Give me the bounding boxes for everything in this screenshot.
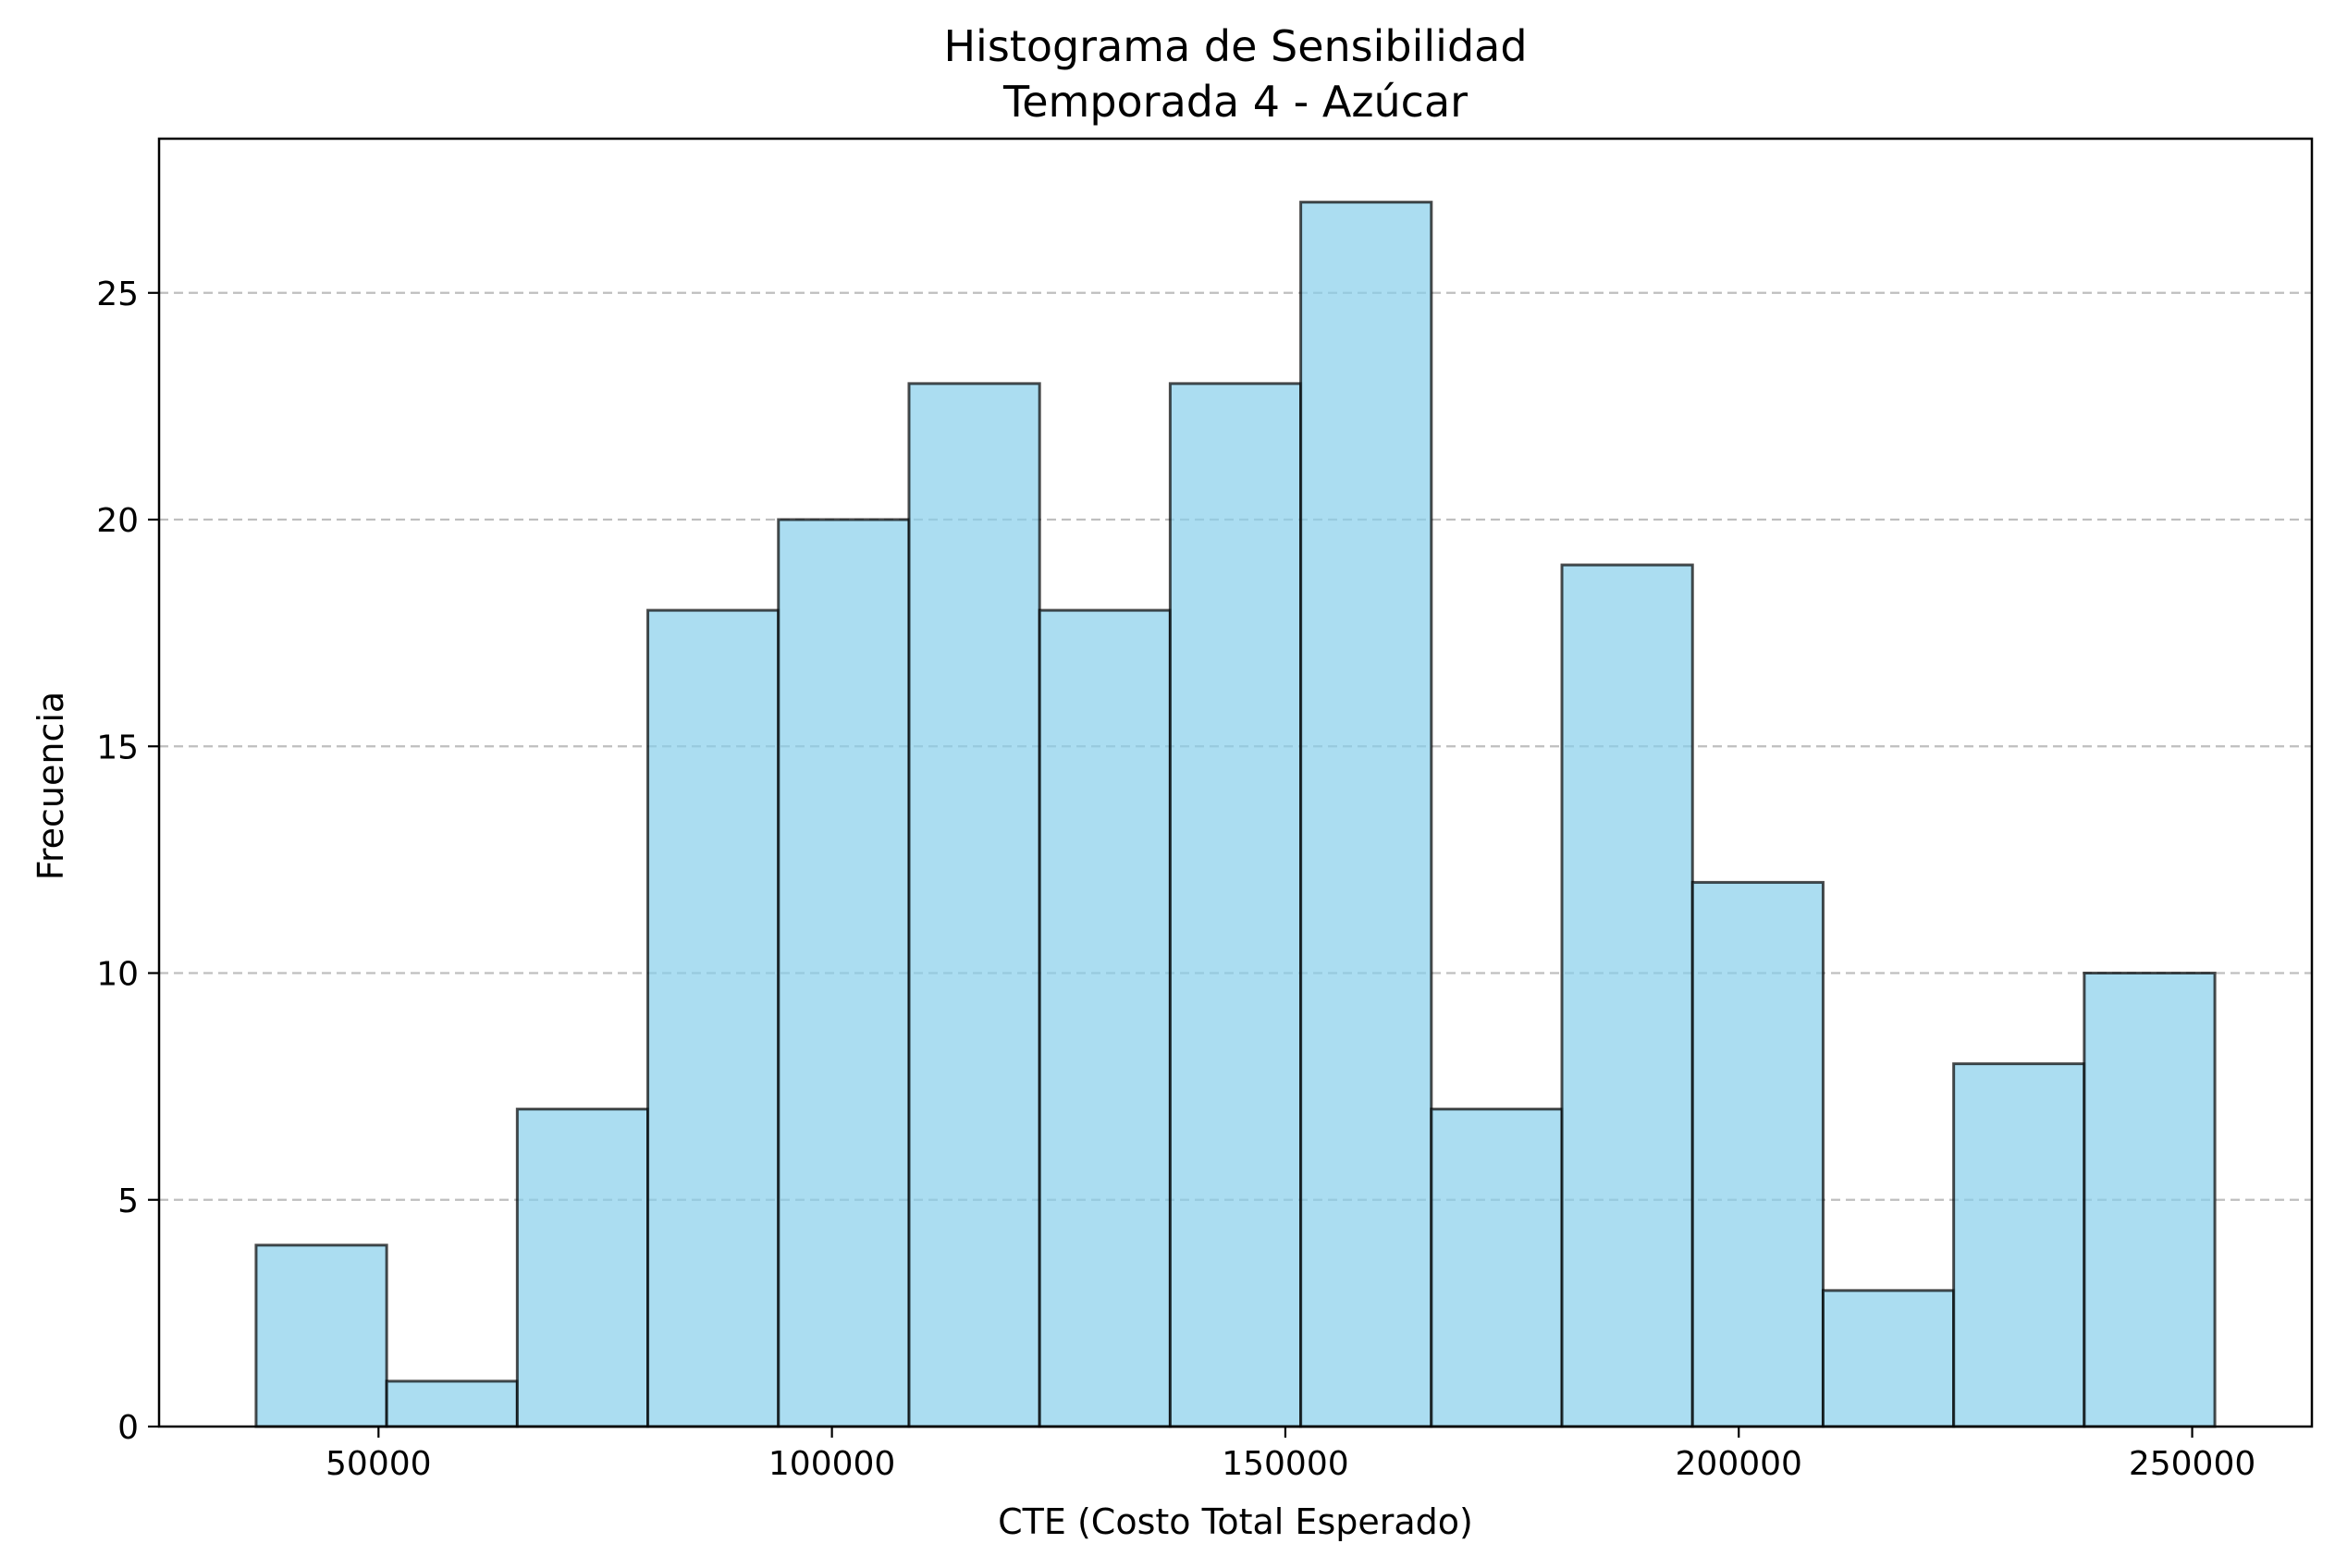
histogram-bar [1821, 1289, 1956, 1428]
histogram-bar [1168, 382, 1303, 1428]
histogram-bar [2083, 972, 2217, 1428]
histogram-bars [254, 201, 2217, 1428]
histogram-bar [1038, 608, 1172, 1428]
y-tick-label: 15 [96, 729, 139, 766]
histogram-bar [1430, 1108, 1564, 1428]
y-tick-label: 5 [117, 1182, 139, 1220]
histogram-bar [1299, 201, 1433, 1428]
y-axis-label: Frecuencia [31, 692, 71, 880]
histogram-bar [646, 608, 780, 1428]
x-tick-label: 250000 [2129, 1445, 2255, 1483]
histogram-bar [515, 1108, 650, 1428]
y-tick-label: 0 [117, 1409, 139, 1447]
histogram-bar [907, 382, 1041, 1428]
y-tick-label: 10 [96, 956, 139, 994]
x-tick-label: 100000 [768, 1445, 895, 1483]
x-tick-label: 150000 [1222, 1445, 1348, 1483]
histogram-bar [385, 1379, 519, 1428]
y-axis-ticks: 0 5 10 15 20 25 [96, 276, 159, 1447]
x-axis-label: CTE (Costo Total Esperado) [998, 1501, 1473, 1542]
histogram-bar [1952, 1062, 2086, 1428]
x-tick-label: 50000 [326, 1445, 432, 1483]
histogram-bar [254, 1243, 388, 1428]
y-tick-label: 25 [96, 276, 139, 313]
chart-title: Histograma de Sensibilidad [943, 21, 1527, 71]
histogram-bar [1560, 563, 1694, 1428]
chart-subtitle: Temporada 4 - Azúcar [1002, 77, 1468, 127]
x-tick-label: 200000 [1676, 1445, 1802, 1483]
x-axis-ticks: 50000 100000 150000 200000 250000 [326, 1427, 2255, 1483]
histogram-bar [1690, 880, 1825, 1428]
axes-frame [157, 137, 2314, 1428]
y-tick-label: 20 [96, 502, 139, 540]
histogram-bar [777, 518, 911, 1428]
